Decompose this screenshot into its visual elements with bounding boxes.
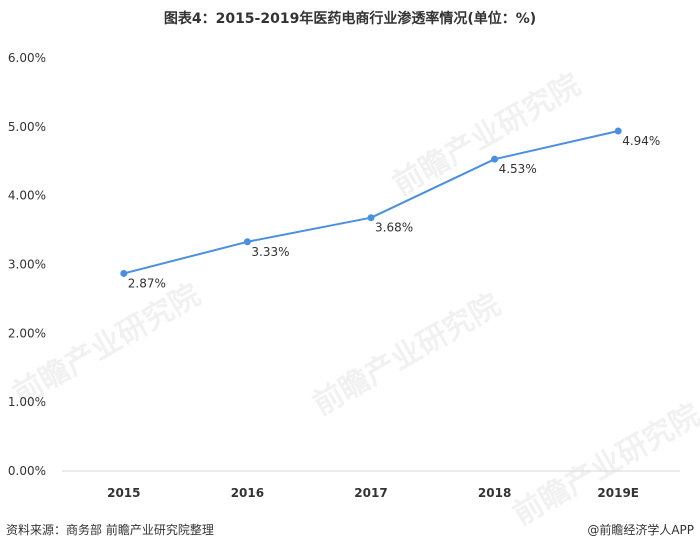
data-label: 3.68% bbox=[375, 221, 413, 235]
data-label: 3.33% bbox=[251, 245, 289, 259]
data-point bbox=[491, 155, 499, 163]
series-line bbox=[123, 129, 619, 275]
data-label: 4.94% bbox=[622, 134, 660, 148]
y-tick-label: 4.00% bbox=[8, 189, 46, 203]
data-label: 4.53% bbox=[499, 162, 537, 176]
y-tick-label: 3.00% bbox=[8, 258, 46, 272]
data-label: 2.87% bbox=[128, 276, 166, 290]
x-tick-label: 2018 bbox=[478, 486, 511, 500]
y-tick-label: 0.00% bbox=[8, 464, 46, 478]
chart-title: 图表4：2015-2019年医药电商行业渗透率情况(单位：%) bbox=[163, 11, 537, 27]
y-tick-label: 1.00% bbox=[8, 395, 46, 409]
brand-label: @前瞻经济学人APP bbox=[587, 523, 694, 537]
source-note: 资料来源：商务部 前瞻产业研究院整理 bbox=[6, 523, 214, 537]
y-tick-label: 6.00% bbox=[8, 51, 46, 65]
x-tick-label: 2015 bbox=[107, 486, 140, 500]
y-tick-label: 2.00% bbox=[8, 326, 46, 340]
x-tick-label: 2017 bbox=[354, 486, 387, 500]
data-point bbox=[120, 269, 128, 277]
y-tick-label: 5.00% bbox=[8, 120, 46, 134]
data-point bbox=[614, 127, 622, 135]
data-point bbox=[243, 238, 251, 246]
x-tick-label: 2016 bbox=[231, 486, 264, 500]
x-tick-label: 2019E bbox=[597, 486, 639, 500]
data-point bbox=[367, 214, 375, 222]
